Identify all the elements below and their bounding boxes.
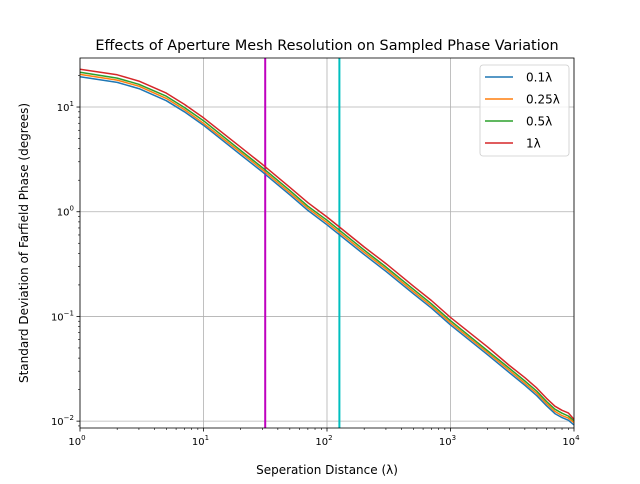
legend-box — [479, 64, 570, 157]
legend-label: 0.5λ — [526, 115, 552, 129]
series-line — [79, 75, 575, 426]
y-tick-label: 10−2 — [51, 414, 74, 428]
x-tick-label: 100 — [68, 434, 85, 448]
legend-label: 1λ — [526, 137, 541, 151]
chart-title: Effects of Aperture Mesh Resolution on S… — [95, 38, 558, 54]
legend-label: 0.25λ — [526, 93, 560, 107]
legend-label: 0.1λ — [526, 71, 552, 85]
y-tick-label: 100 — [57, 205, 74, 219]
x-axis-label: Seperation Distance (λ) — [256, 463, 398, 477]
x-tick-label: 102 — [315, 434, 332, 448]
vertical-lines — [264, 58, 341, 428]
x-tick-label: 104 — [562, 434, 580, 448]
series-line — [79, 68, 575, 420]
x-tick-label: 101 — [192, 434, 209, 448]
series-line — [79, 73, 575, 424]
series-line — [79, 71, 575, 422]
y-tick-label: 10−1 — [51, 309, 74, 323]
y-axis-label: Standard Deviation of Farfield Phase (de… — [17, 103, 31, 383]
series-lines — [79, 68, 575, 426]
axis-ticks: 100 101 102 103 104 10−2 10−1 100 101 — [51, 75, 580, 448]
x-tick-label: 103 — [439, 434, 456, 448]
y-tick-label: 101 — [57, 100, 74, 114]
legend: 0.1λ 0.25λ 0.5λ 1λ — [479, 64, 570, 157]
